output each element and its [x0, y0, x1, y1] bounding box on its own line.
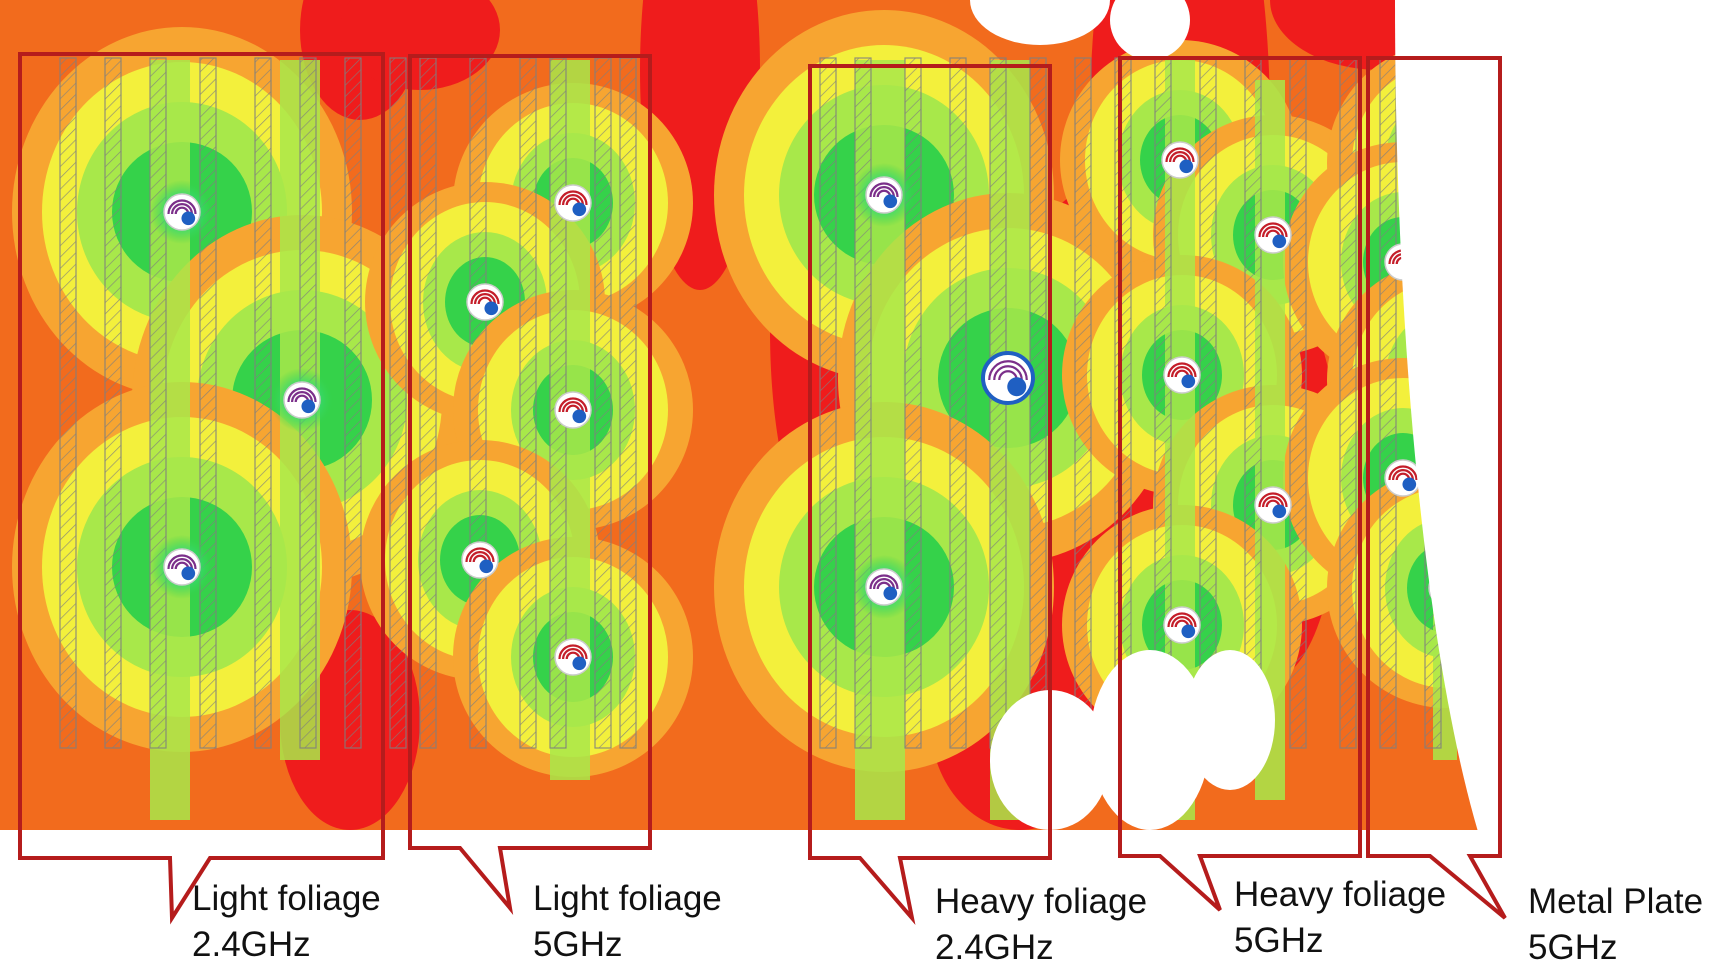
ap-signal-arc	[291, 391, 313, 403]
ap-badge	[484, 301, 499, 316]
ap-badge	[181, 211, 196, 226]
ap-signal-arc	[1167, 612, 1197, 628]
ap-signal-arc	[1258, 222, 1288, 238]
ap-signal-arc	[171, 203, 193, 215]
ap-badge	[1272, 234, 1287, 249]
ap-badge	[1179, 159, 1194, 174]
ap-signal-arc	[869, 574, 899, 590]
rack-row	[104, 57, 122, 749]
rack-row	[344, 57, 362, 749]
ap-badge	[883, 194, 898, 209]
rack-row	[389, 57, 407, 749]
callout-label-heavy-5: Heavy foliage 5GHz	[1234, 875, 1447, 960]
ap-badge	[1272, 504, 1287, 519]
rack-row	[949, 57, 967, 749]
rack-row	[904, 57, 922, 749]
ap-badge	[572, 409, 587, 424]
ap-signal-arc	[465, 547, 495, 563]
ap-signal-arc	[998, 370, 1018, 381]
ap-signal-arc	[873, 186, 895, 198]
callout-label-metal-5: Metal Plate 5GHz	[1528, 882, 1704, 967]
ap-signal-arc	[1258, 492, 1288, 508]
ap-signal-arc	[558, 644, 588, 660]
ap-signal-arc	[988, 360, 1028, 381]
rack-row	[519, 57, 537, 749]
ap-signal-arc	[562, 648, 584, 660]
ap-badge	[572, 202, 587, 217]
ap-signal-arc	[562, 401, 584, 413]
ap-signal-arc	[869, 182, 899, 198]
rack-row	[199, 57, 217, 749]
ap-signal-arc	[1171, 616, 1193, 628]
ap-signal-arc	[1392, 469, 1414, 481]
rack-row	[1244, 57, 1262, 749]
ap-signal-arc	[1262, 226, 1284, 238]
ap-badge	[883, 586, 898, 601]
ap-signal-arc	[562, 194, 584, 206]
rack-row	[1114, 57, 1132, 749]
rack-row	[419, 57, 437, 749]
callout-box	[1366, 56, 1507, 920]
ap-signal-arc	[558, 397, 588, 413]
rack-row	[59, 57, 77, 749]
rack-row	[1029, 57, 1047, 749]
callout-box	[808, 64, 1052, 926]
rack-row	[1074, 57, 1092, 749]
callout-box	[18, 52, 385, 925]
callout-label-light-24: Light foliage 2.4GHz	[192, 879, 381, 964]
ap-signal-arc	[873, 578, 895, 590]
signal-heatmap	[0, 0, 1565, 830]
rack-row	[1379, 57, 1397, 749]
callout-box	[1118, 56, 1362, 912]
rack-row	[619, 57, 637, 749]
callout-box	[408, 54, 652, 915]
ap-signal-arc	[167, 199, 197, 215]
rack-row	[854, 57, 872, 749]
no-coverage-area	[970, 0, 1110, 45]
rack-row	[149, 57, 167, 749]
rack-row	[819, 57, 837, 749]
callout-label-heavy-24: Heavy foliage 2.4GHz	[935, 882, 1148, 967]
rack-row	[594, 57, 612, 749]
rack-row	[1289, 57, 1307, 749]
ap-signal-arc	[1167, 362, 1197, 378]
ap-signal-arc	[1169, 151, 1191, 163]
no-coverage-area	[1110, 0, 1190, 60]
no-coverage-area	[1185, 650, 1275, 790]
rack-row	[1199, 57, 1217, 749]
ap-signal-arc	[167, 554, 197, 570]
callout-label-light-5: Light foliage 5GHz	[533, 879, 722, 964]
ap-signal-arc	[1262, 496, 1284, 508]
ap-badge	[572, 656, 587, 671]
ap-signal-arc	[287, 387, 317, 403]
map-bottom-margin	[0, 830, 1724, 968]
weak-signal-zone	[340, 0, 500, 90]
ap-signal-arc	[470, 289, 500, 305]
ap-signal-arc	[1165, 147, 1195, 163]
callout-boxes	[18, 52, 1507, 926]
ap-signal-arc	[171, 558, 193, 570]
map-right-margin	[1565, 0, 1724, 830]
ap-badge	[1181, 624, 1196, 639]
rack-row	[1339, 57, 1357, 749]
ap-signal-arc	[993, 365, 1023, 381]
ap-badge	[1402, 477, 1417, 492]
rack-row	[254, 57, 272, 749]
ap-signal-arc	[469, 551, 491, 563]
ap-signal-arc	[474, 293, 496, 305]
ap-badge	[1181, 374, 1196, 389]
ap-badge	[479, 559, 494, 574]
ap-signal-arc	[1388, 465, 1418, 481]
ap-badge	[301, 399, 316, 414]
ap-badge	[1007, 377, 1027, 397]
ap-signal-arc	[1171, 366, 1193, 378]
ap-signal-arc	[558, 190, 588, 206]
rack-row	[469, 57, 487, 749]
ap-badge	[181, 566, 196, 581]
